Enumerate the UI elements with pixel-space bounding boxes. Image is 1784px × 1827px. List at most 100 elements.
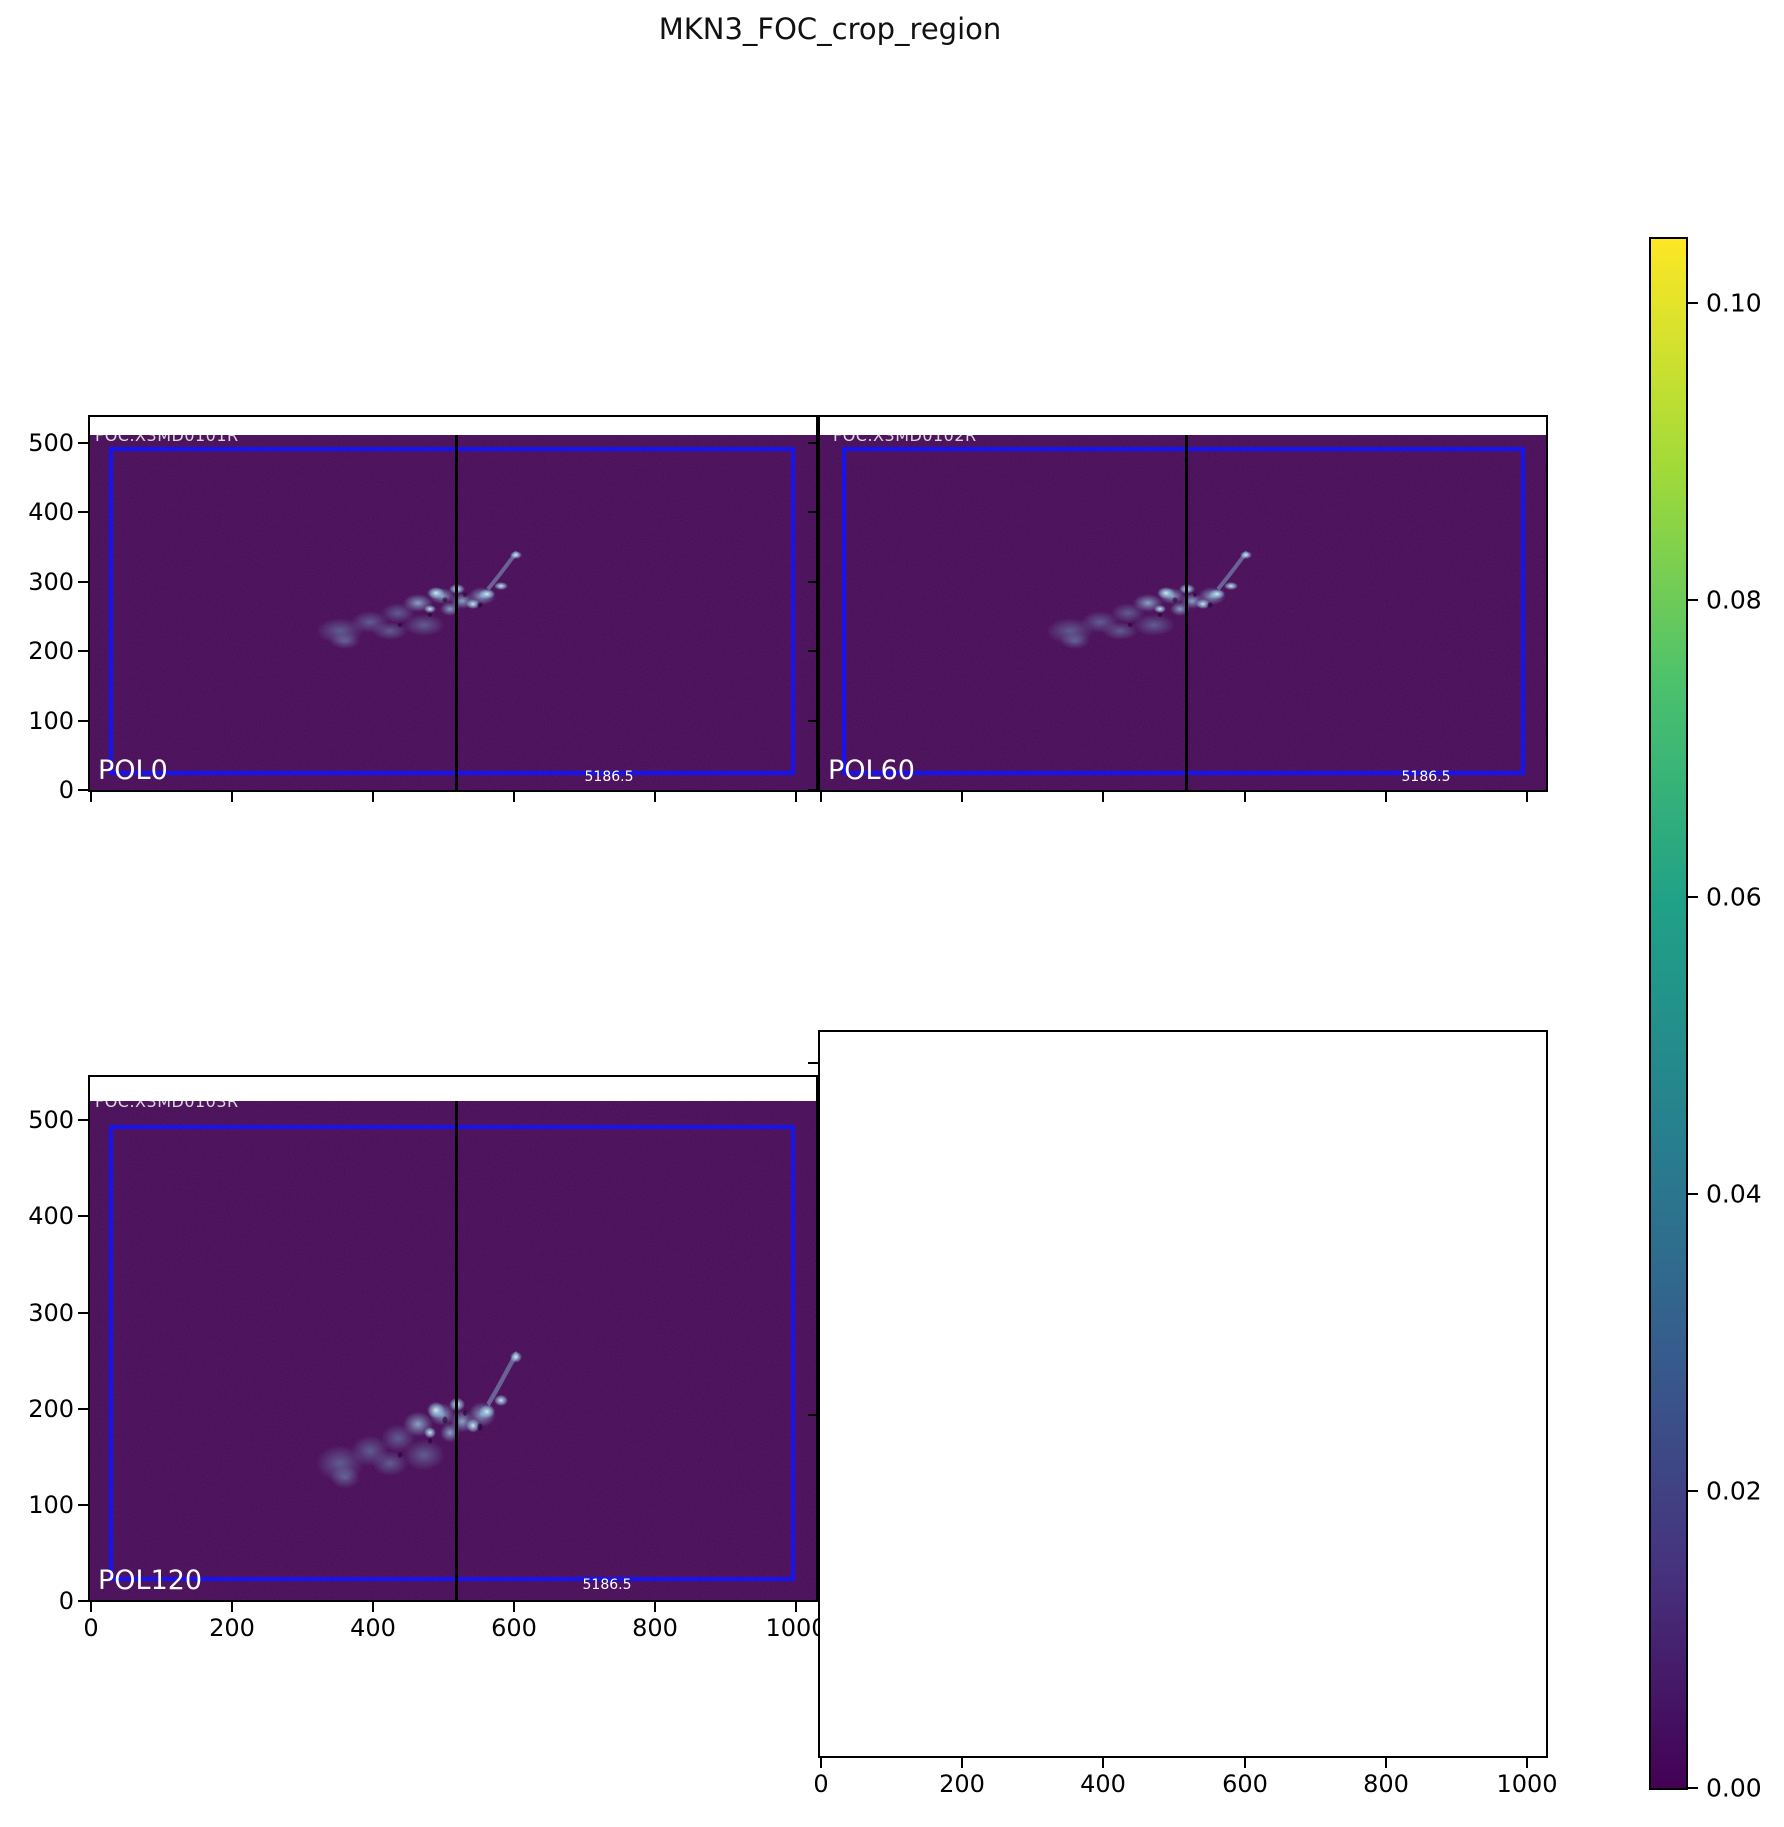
- xtick-label: 600: [491, 1614, 537, 1642]
- axis-tick: [808, 511, 818, 513]
- detector-split-line: [1185, 435, 1188, 790]
- axis-tick: [1688, 599, 1698, 601]
- axis-tick: [78, 1504, 88, 1506]
- subplot-pol0: FOC.X3MD0101R POL0 5186.5: [88, 415, 818, 792]
- pol-angle-label: POL0: [98, 755, 168, 786]
- ytick-label: 400: [28, 1202, 74, 1230]
- image-panel-pol120: FOC.X3MD0103R POL120 5186.5: [90, 1101, 816, 1600]
- axis-tick: [372, 792, 374, 802]
- axis-tick: [78, 581, 88, 583]
- image-data-layer: [90, 435, 816, 790]
- axis-tick: [1526, 792, 1528, 802]
- detector-split-line: [455, 435, 458, 790]
- colorbar-tick-label: 0.08: [1706, 585, 1762, 615]
- axis-tick: [1244, 1758, 1246, 1768]
- frame-id-label: FOC.X3MD0101R: [95, 435, 239, 445]
- axis-tick: [820, 1758, 822, 1768]
- image-data-layer: [820, 435, 1546, 790]
- axis-tick: [1688, 1787, 1698, 1789]
- axis-tick: [795, 792, 797, 802]
- axis-tick: [1688, 1490, 1698, 1492]
- crop-region-rectangle: [109, 1125, 795, 1581]
- axis-tick: [78, 442, 88, 444]
- axis-tick: [1526, 1758, 1528, 1768]
- pol-angle-label: POL60: [828, 755, 915, 786]
- axis-tick: [1688, 1193, 1698, 1195]
- ytick-label: 0: [58, 776, 74, 804]
- ytick-label: 200: [28, 637, 74, 665]
- flux-annotation: 5186.5: [582, 1577, 632, 1593]
- axis-tick: [808, 1062, 818, 1064]
- axis-tick: [90, 1602, 92, 1612]
- axis-tick: [78, 650, 88, 652]
- subplot-pol120: FOC.X3MD0103R POL120 5186.5: [88, 1075, 818, 1602]
- xtick-label: 0: [813, 1770, 829, 1798]
- ytick-label: 300: [28, 1299, 74, 1327]
- axis-tick: [231, 1602, 233, 1612]
- axis-tick: [961, 792, 963, 802]
- axis-tick: [90, 792, 92, 802]
- axis-tick: [808, 1414, 818, 1416]
- axis-tick: [78, 789, 88, 791]
- axis-tick: [513, 1602, 515, 1612]
- xtick-label: 600: [1222, 1770, 1268, 1798]
- axis-tick: [820, 792, 822, 802]
- axis-tick: [78, 511, 88, 513]
- axis-tick: [1102, 1758, 1104, 1768]
- colorbar-tick-label: 0.04: [1706, 1179, 1762, 1209]
- subplot-pol60: FOC.X3MD0102R POL60 5186.5: [818, 415, 1548, 792]
- axis-tick: [1385, 1758, 1387, 1768]
- pol-angle-label: POL120: [98, 1565, 203, 1596]
- axis-tick: [78, 720, 88, 722]
- image-panel-pol60: FOC.X3MD0102R POL60 5186.5: [820, 435, 1546, 790]
- axis-tick: [1688, 302, 1698, 304]
- axis-tick: [1385, 792, 1387, 802]
- xtick-label: 1000: [765, 1614, 827, 1642]
- axis-tick: [808, 442, 818, 444]
- subplot-empty: [818, 1030, 1548, 1758]
- frame-id-label: FOC.X3MD0103R: [95, 1101, 239, 1111]
- ytick-label: 400: [28, 498, 74, 526]
- image-data-layer: [90, 1101, 816, 1600]
- xtick-label: 200: [209, 1614, 255, 1642]
- axis-tick: [78, 1600, 88, 1602]
- colorbar-tick-label: 0.02: [1706, 1476, 1762, 1506]
- figure-title: MKN3_FOC_crop_region: [658, 12, 1002, 46]
- ytick-label: 0: [58, 1587, 74, 1615]
- ytick-label: 500: [28, 429, 74, 457]
- axis-tick: [513, 792, 515, 802]
- axis-tick: [231, 792, 233, 802]
- axis-tick: [1688, 896, 1698, 898]
- xtick-label: 200: [939, 1770, 985, 1798]
- flux-annotation: 5186.5: [1401, 769, 1451, 785]
- axis-tick: [795, 1602, 797, 1612]
- axis-tick: [808, 789, 818, 791]
- axis-tick: [1102, 792, 1104, 802]
- crop-region-rectangle: [109, 447, 795, 775]
- ytick-label: 100: [28, 707, 74, 735]
- flux-annotation: 5186.5: [584, 769, 634, 785]
- axis-tick: [808, 720, 818, 722]
- colorbar: [1649, 237, 1688, 1790]
- colorbar-tick-label: 0.00: [1706, 1773, 1762, 1803]
- colorbar-tick-label: 0.10: [1706, 288, 1762, 318]
- xtick-label: 800: [632, 1614, 678, 1642]
- axis-tick: [808, 581, 818, 583]
- xtick-label: 1000: [1496, 1770, 1558, 1798]
- axis-tick: [78, 1312, 88, 1314]
- ytick-label: 500: [28, 1106, 74, 1134]
- frame-id-label: FOC.X3MD0102R: [833, 435, 977, 445]
- ytick-label: 300: [28, 568, 74, 596]
- axis-tick: [78, 1408, 88, 1410]
- xtick-label: 800: [1363, 1770, 1409, 1798]
- axis-tick: [654, 792, 656, 802]
- axis-tick: [654, 1602, 656, 1612]
- crop-region-rectangle: [842, 447, 1525, 775]
- ytick-label: 200: [28, 1395, 74, 1423]
- colorbar-tick-label: 0.06: [1706, 882, 1762, 912]
- axis-tick: [1244, 792, 1246, 802]
- xtick-label: 0: [83, 1614, 99, 1642]
- xtick-label: 400: [1080, 1770, 1126, 1798]
- axis-tick: [961, 1758, 963, 1768]
